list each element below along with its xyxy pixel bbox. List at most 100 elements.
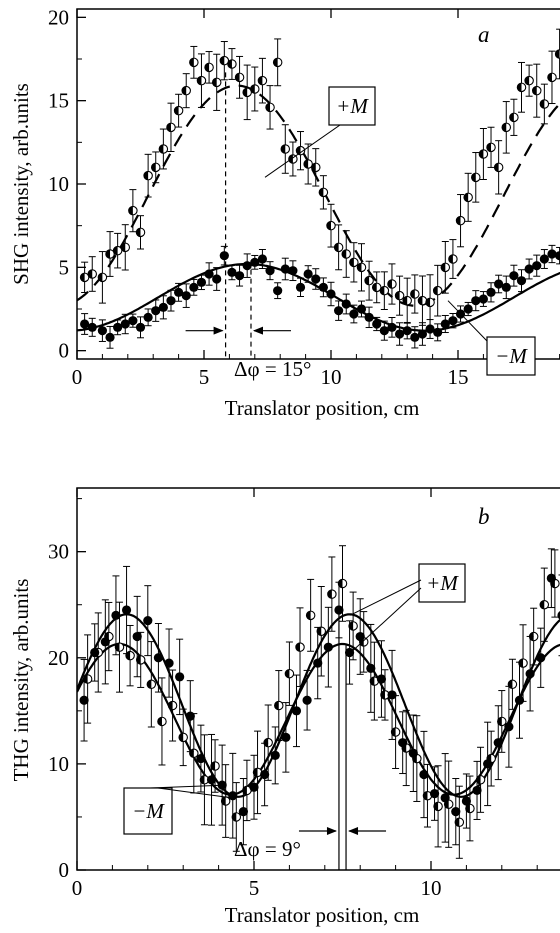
minus-m-label: −M — [495, 344, 528, 368]
data-point-minus-m — [120, 319, 130, 329]
data-point-plus-m-half — [410, 289, 415, 299]
data-point-plus-m-half — [121, 243, 126, 252]
data-point-plus-m-half — [273, 58, 278, 67]
data-point-plus-m-half — [380, 286, 385, 295]
delta-phi-label: Δφ = 9° — [234, 837, 301, 861]
x-tick-label: 10 — [421, 876, 442, 900]
x-tick-label: 10 — [321, 365, 342, 389]
data-point-plus-m-half — [166, 123, 171, 132]
x-tick-label: 5 — [249, 876, 260, 900]
data-point-plus-m-half — [258, 76, 263, 85]
data-point-plus-m-half — [306, 611, 311, 620]
panel-b-letter: b — [478, 504, 490, 529]
data-point-minus-m — [158, 302, 168, 312]
panel-a-annotations: Δφ = 15° +M −M — [185, 72, 536, 381]
data-point-minus-m — [311, 274, 321, 284]
plus-m-label: +M — [426, 571, 459, 595]
data-point-minus-m — [494, 279, 504, 289]
data-point-plus-m-half — [157, 717, 162, 726]
panel-a-marks — [77, 28, 560, 349]
panel-b-annotations: Δφ = 9° +M −M — [123, 563, 466, 870]
data-point-minus-m — [546, 573, 556, 583]
data-point-plus-m-half — [327, 589, 332, 599]
data-point-minus-m — [349, 309, 359, 319]
minus-m-label: −M — [132, 799, 165, 823]
data-point-plus-m-half — [174, 106, 179, 115]
data-point-minus-m — [356, 304, 367, 314]
arrow-head — [326, 827, 337, 835]
data-point-minus-m — [295, 282, 306, 292]
data-point-minus-m — [366, 663, 376, 673]
data-point-plus-m-half — [364, 276, 370, 285]
data-point-minus-m — [364, 312, 374, 322]
data-point-minus-m — [486, 287, 496, 297]
panel-a-xlabel: Translator position, cm — [225, 396, 420, 420]
data-point-minus-m — [250, 257, 260, 267]
data-point-minus-m — [280, 264, 290, 274]
arrow-head — [213, 326, 224, 335]
x-tick-label: 15 — [448, 365, 469, 389]
y-tick-label: 10 — [48, 752, 69, 776]
minus-m-leader — [157, 787, 233, 799]
data-point-plus-m-half — [212, 78, 217, 87]
panel-b-thg-chart: 0 5 10 0 10 20 30 Δφ = 9° +M −M b Translator pos… — [9, 487, 560, 927]
data-point-minus-m — [355, 631, 365, 642]
data-point-plus-m-half — [349, 258, 354, 267]
data-point-minus-m — [323, 642, 333, 652]
panel-b-ylabel: THG intensity, arb.units — [9, 579, 33, 782]
data-point-minus-m — [273, 286, 283, 296]
data-point-minus-m — [493, 738, 503, 748]
data-point-minus-m — [80, 319, 90, 329]
data-point-plus-m-half — [285, 669, 290, 678]
data-point-plus-m-half — [265, 103, 271, 112]
data-point-minus-m — [288, 266, 298, 276]
data-point-minus-m — [234, 271, 245, 281]
data-point-minus-m — [206, 775, 217, 785]
data-point-plus-m-half — [532, 86, 537, 95]
data-point-plus-m-half — [250, 84, 255, 94]
data-point-plus-m-half — [540, 99, 545, 109]
data-point-plus-m-half — [281, 144, 286, 154]
data-point-minus-m — [196, 277, 207, 287]
plus-m-label-box — [418, 563, 466, 603]
data-point-minus-m — [516, 276, 527, 286]
data-point-plus-m-half — [357, 263, 362, 272]
data-point-minus-m — [97, 326, 107, 336]
data-point-minus-m — [302, 695, 312, 705]
panel-a-shg-chart: 0510152005101520 Δφ = 15°+M−M a Translat… — [9, 5, 560, 420]
data-point-plus-m-half — [372, 283, 377, 292]
data-point-minus-m — [151, 306, 161, 316]
data-point-minus-m — [185, 711, 195, 721]
data-point-plus-m-half — [295, 642, 301, 652]
minus-m-leader — [149, 784, 226, 789]
y-tick-label: 5 — [59, 255, 70, 279]
data-point-plus-m-half — [342, 249, 347, 259]
data-point-plus-m-half — [179, 733, 184, 742]
data-point-plus-m-half — [502, 123, 507, 132]
data-point-minus-m — [402, 326, 412, 336]
data-point-plus-m-half — [486, 143, 492, 152]
data-point-plus-m-half — [182, 86, 187, 95]
data-point-minus-m — [153, 653, 164, 663]
panel-b-ticks: 0 5 10 0 10 20 30 — [48, 488, 538, 900]
data-point-minus-m — [387, 690, 397, 700]
data-point-plus-m-half — [418, 296, 423, 305]
data-point-plus-m-half — [403, 296, 408, 305]
data-point-minus-m — [461, 796, 471, 806]
y-tick-label: 15 — [48, 89, 69, 113]
y-tick-label: 20 — [48, 646, 69, 670]
data-point-minus-m — [509, 271, 519, 281]
data-point-plus-m-half — [128, 206, 133, 215]
panel-a-letter: a — [478, 22, 490, 47]
data-point-plus-m-half — [168, 701, 173, 710]
data-point-minus-m — [121, 605, 132, 615]
data-point-plus-m-half — [441, 263, 446, 272]
plus-m-leader — [349, 579, 422, 616]
y-tick-label: 0 — [59, 858, 70, 882]
plus-m-label: +M — [336, 94, 369, 118]
plus-m-label-box — [328, 86, 376, 126]
data-point-plus-m-half — [136, 228, 141, 237]
data-point-minus-m — [419, 769, 429, 780]
data-point-minus-m — [303, 269, 313, 279]
data-point-minus-m — [524, 264, 534, 274]
